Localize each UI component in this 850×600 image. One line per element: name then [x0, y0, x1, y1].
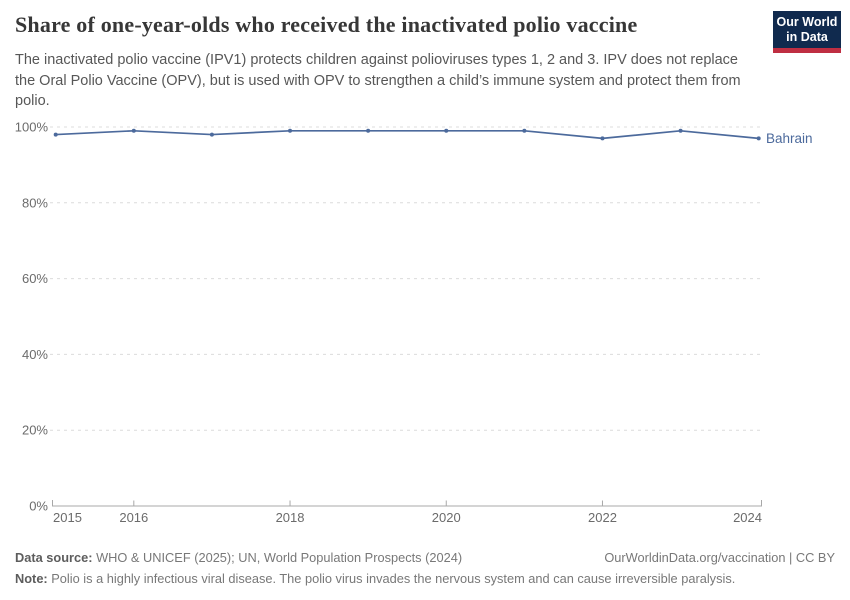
footer-source-row: Data source: WHO & UNICEF (2025); UN, Wo…	[15, 547, 835, 568]
y-axis-label: 80%	[22, 195, 48, 210]
data-point	[678, 128, 683, 133]
owid-logo[interactable]: Our World in Data	[773, 11, 841, 53]
data-point	[756, 136, 761, 141]
series-label: Bahrain	[766, 131, 813, 146]
data-point	[288, 128, 293, 133]
data-point	[131, 128, 136, 133]
data-point	[366, 128, 371, 133]
y-axis-label: 20%	[22, 423, 48, 438]
chart-subtitle: The inactivated polio vaccine (IPV1) pro…	[15, 52, 741, 110]
y-axis-label: 0%	[29, 499, 48, 514]
note-label: Note:	[15, 571, 48, 586]
data-point	[209, 132, 214, 137]
data-point	[600, 136, 605, 141]
y-axis-label: 40%	[22, 347, 48, 362]
footer-note-row: Note: Polio is a highly infectious viral…	[15, 568, 835, 589]
data-point	[522, 128, 527, 133]
data-point	[53, 132, 58, 137]
series-line	[55, 129, 759, 140]
line-chart-canvas: 0% 20% 40% 60% 80% 100% 2015 2016 2018 2020 2022 20…	[15, 120, 813, 526]
x-axis-label: 2018	[276, 510, 305, 525]
data-source-label: Data source:	[15, 550, 93, 565]
x-axis-label: 2016	[119, 510, 148, 525]
x-axis-label: 2022	[588, 510, 617, 525]
data-point	[444, 128, 449, 133]
page-title: Share of one-year-olds who received the …	[15, 12, 638, 37]
y-axis-label: 100%	[15, 120, 49, 135]
note-value: Polio is a highly infectious viral disea…	[47, 571, 736, 586]
x-axis-label: 2020	[432, 510, 461, 525]
data-source-value: WHO & UNICEF (2025); UN, World Populatio…	[92, 550, 463, 565]
attribution-link[interactable]: OurWorldinData.org/vaccination | CC BY	[604, 550, 835, 565]
y-axis-label: 60%	[22, 271, 48, 286]
chart-footer: Data source: WHO & UNICEF (2025); UN, Wo…	[15, 547, 835, 589]
logo-text-line2: in Data	[786, 30, 828, 44]
x-axis-label: 2024	[733, 510, 762, 525]
data-source-text: Data source: WHO & UNICEF (2025); UN, Wo…	[15, 547, 462, 568]
logo-text-line1: Our World	[776, 15, 838, 29]
x-axis-label: 2015	[53, 510, 82, 525]
